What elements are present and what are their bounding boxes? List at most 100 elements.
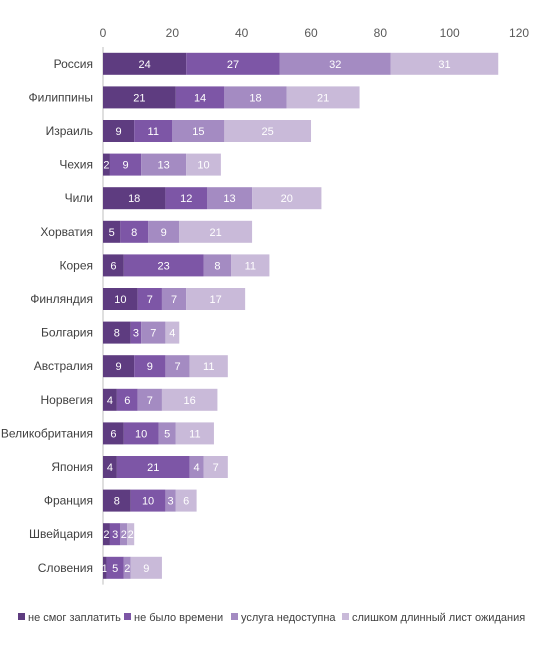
bar-segment bbox=[286, 86, 360, 109]
bar-segment bbox=[109, 153, 142, 176]
legend-swatch bbox=[124, 613, 131, 620]
data-label: 9 bbox=[116, 126, 122, 138]
bar-segment bbox=[158, 422, 176, 445]
bar-segment bbox=[103, 254, 124, 277]
legend-label: не было времени bbox=[134, 612, 223, 624]
legend-swatch bbox=[18, 613, 25, 620]
bar-segment bbox=[130, 489, 166, 512]
data-label: 5 bbox=[112, 563, 118, 575]
data-label: 9 bbox=[143, 563, 149, 575]
data-label: 11 bbox=[189, 428, 200, 440]
data-label: 25 bbox=[262, 126, 274, 138]
data-label: 8 bbox=[131, 227, 137, 239]
data-label: 9 bbox=[161, 227, 167, 239]
data-label: 20 bbox=[281, 193, 293, 205]
data-label: 7 bbox=[147, 395, 153, 407]
data-label: 14 bbox=[194, 92, 206, 104]
data-label: 23 bbox=[158, 260, 170, 272]
data-label: 6 bbox=[124, 395, 130, 407]
data-label: 7 bbox=[174, 361, 180, 373]
category-label: Франция bbox=[44, 494, 93, 508]
data-label: 7 bbox=[150, 328, 156, 340]
category-label: Филиппины bbox=[29, 90, 93, 104]
bar-segment bbox=[137, 288, 162, 310]
bar-segment bbox=[103, 355, 135, 378]
bar-segment bbox=[179, 220, 253, 243]
x-tick-label: 40 bbox=[235, 26, 249, 40]
data-label: 7 bbox=[171, 294, 177, 306]
category-label: Чехия bbox=[59, 158, 93, 172]
data-label: 18 bbox=[249, 92, 261, 104]
bar-segment bbox=[165, 355, 190, 378]
data-label: 21 bbox=[133, 92, 145, 104]
data-label: 8 bbox=[214, 260, 220, 272]
category-label: Израиль bbox=[46, 124, 93, 138]
bar-segment bbox=[189, 456, 204, 478]
bar-segment bbox=[120, 523, 128, 546]
bar-segment bbox=[165, 321, 180, 344]
bar-segment bbox=[252, 187, 322, 210]
data-label: 2 bbox=[124, 563, 130, 575]
data-label: 12 bbox=[180, 193, 192, 205]
data-label: 31 bbox=[438, 59, 450, 71]
data-label: 2 bbox=[128, 529, 134, 541]
data-label: 13 bbox=[223, 193, 235, 205]
bar-segment bbox=[103, 52, 187, 75]
bar-segment bbox=[123, 422, 159, 445]
legend-swatch bbox=[342, 613, 349, 620]
data-label: 2 bbox=[103, 160, 109, 172]
data-label: 13 bbox=[158, 160, 170, 172]
data-label: 11 bbox=[148, 126, 159, 138]
bar-segment bbox=[103, 489, 131, 512]
legend-label: не смог заплатить bbox=[28, 612, 121, 624]
bar-segment bbox=[109, 523, 121, 546]
category-label: Словения bbox=[38, 561, 93, 575]
data-label: 4 bbox=[194, 462, 200, 474]
data-label: 10 bbox=[142, 496, 154, 508]
bar-segment bbox=[103, 388, 117, 411]
bar-segment bbox=[186, 288, 246, 310]
data-label: 6 bbox=[183, 496, 189, 508]
bar-segment bbox=[161, 388, 218, 411]
bar-segment bbox=[172, 120, 225, 142]
data-label: 5 bbox=[109, 227, 115, 239]
bar-segment bbox=[165, 187, 208, 210]
category-label: Корея bbox=[59, 258, 93, 272]
data-label: 4 bbox=[169, 328, 175, 340]
data-label: 2 bbox=[103, 529, 109, 541]
bar-segment bbox=[116, 456, 190, 478]
bar-segment bbox=[141, 321, 166, 344]
bar-segment bbox=[224, 120, 312, 142]
data-label: 8 bbox=[114, 496, 120, 508]
category-label: Великобритания bbox=[1, 426, 93, 440]
bar-segment bbox=[103, 523, 110, 546]
bar-segment bbox=[123, 254, 204, 277]
data-label: 9 bbox=[147, 361, 153, 373]
data-label: 11 bbox=[245, 260, 256, 272]
data-label: 10 bbox=[197, 160, 209, 172]
data-label: 6 bbox=[110, 428, 116, 440]
bar-segment bbox=[127, 523, 135, 546]
x-tick-label: 60 bbox=[304, 26, 318, 40]
data-label: 11 bbox=[203, 361, 214, 373]
data-label: 6 bbox=[110, 260, 116, 272]
bar-segment bbox=[130, 321, 142, 344]
bar-segment bbox=[279, 52, 391, 75]
bar-segment bbox=[161, 288, 187, 310]
data-label: 21 bbox=[317, 92, 329, 104]
bar-segment bbox=[120, 220, 149, 243]
x-axis-ticks: 0 20 40 60 80 100 120 bbox=[100, 26, 530, 40]
bar-segment bbox=[137, 388, 162, 411]
bar-segment bbox=[103, 288, 138, 310]
bar-segment bbox=[203, 254, 232, 277]
legend-swatch bbox=[231, 613, 238, 620]
data-label: 21 bbox=[147, 462, 159, 474]
category-labels: Россия Филиппины Израиль Чехия Чили Хорватия К… bbox=[1, 57, 93, 575]
bar-segment bbox=[103, 86, 176, 109]
data-label: 8 bbox=[114, 328, 120, 340]
category-label: Швейцария bbox=[29, 527, 93, 541]
category-label: Хорватия bbox=[40, 225, 93, 239]
data-label: 15 bbox=[192, 126, 204, 138]
